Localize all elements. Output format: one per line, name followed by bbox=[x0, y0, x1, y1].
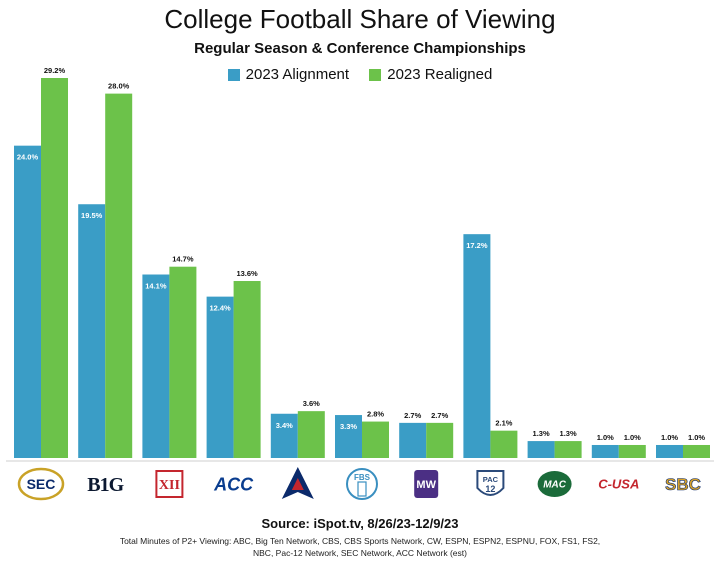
svg-text:PAC: PAC bbox=[483, 475, 499, 484]
legend-label-realigned: 2023 Realigned bbox=[387, 66, 493, 83]
bar-fbs-independents-alignment bbox=[335, 415, 362, 458]
svg-text:XII: XII bbox=[159, 478, 180, 493]
data-label: 13.6% bbox=[236, 269, 258, 278]
data-label: 2.7% bbox=[404, 411, 421, 420]
data-label: 3.6% bbox=[303, 399, 320, 408]
bar-c-usa-realigned bbox=[618, 444, 646, 458]
bar-aac-alignment bbox=[270, 413, 298, 458]
data-label: 28.0% bbox=[108, 82, 130, 91]
data-label: 12.4% bbox=[209, 304, 231, 313]
sec-logo: SEC bbox=[17, 467, 65, 501]
data-label: 1.0% bbox=[688, 433, 705, 442]
bar-xii-realigned bbox=[169, 266, 197, 458]
bar-pac-12-alignment bbox=[463, 234, 491, 458]
bar-aac-realigned bbox=[297, 411, 325, 458]
bar-mac-realigned bbox=[554, 441, 582, 458]
bar-sbc-realigned bbox=[683, 444, 710, 458]
legend-item-alignment: 2023 Alignment bbox=[227, 66, 350, 83]
data-label: 2.8% bbox=[367, 410, 384, 419]
svg-text:12: 12 bbox=[485, 484, 495, 494]
data-label: 1.0% bbox=[597, 433, 614, 442]
bar-mwc-alignment bbox=[399, 422, 427, 458]
svg-text:C-USA: C-USA bbox=[598, 477, 639, 492]
conference-usa-logo: C-USA bbox=[598, 477, 639, 492]
bar-sec-alignment bbox=[14, 145, 41, 458]
mountain-west-logo: MW bbox=[414, 470, 439, 498]
bar-xii-alignment bbox=[142, 274, 170, 458]
bar-sec-realigned bbox=[41, 78, 68, 458]
data-label: 3.3% bbox=[340, 422, 357, 431]
mac-logo: MAC bbox=[537, 471, 572, 497]
svg-text:MW: MW bbox=[416, 479, 436, 491]
legend-label-alignment: 2023 Alignment bbox=[245, 66, 350, 83]
svg-text:SEC: SEC bbox=[27, 476, 56, 492]
bar-mac-alignment bbox=[527, 441, 555, 458]
svg-text:ACC: ACC bbox=[213, 474, 254, 494]
legend-swatch-alignment bbox=[227, 68, 240, 81]
data-label: 24.0% bbox=[17, 153, 39, 162]
bar-pac-12-realigned bbox=[490, 430, 518, 458]
data-label: 1.3% bbox=[560, 429, 577, 438]
acc-logo: ACC bbox=[213, 474, 254, 494]
svg-text:B1G: B1G bbox=[87, 474, 124, 496]
bar-b1g-realigned bbox=[105, 93, 133, 458]
bar-fbs-independents-realigned bbox=[362, 421, 389, 458]
bar-acc-alignment bbox=[206, 296, 234, 458]
data-label: 14.1% bbox=[145, 282, 167, 291]
bar-sbc-alignment bbox=[656, 444, 683, 458]
data-label: 17.2% bbox=[466, 241, 488, 250]
data-label: 19.5% bbox=[81, 211, 103, 220]
data-label: 3.4% bbox=[276, 421, 293, 430]
chart-title: College Football Share of Viewing bbox=[164, 4, 556, 34]
svg-text:FBS: FBS bbox=[354, 473, 371, 482]
sun-belt-logo: SBC bbox=[665, 475, 702, 495]
footnote: Total Minutes of P2+ Viewing: ABC, Big T… bbox=[119, 536, 601, 558]
bar-b1g-alignment bbox=[78, 204, 106, 458]
data-label: 1.3% bbox=[533, 429, 550, 438]
data-label: 2.7% bbox=[431, 411, 448, 420]
bar-mwc-realigned bbox=[426, 422, 454, 458]
data-label: 2.1% bbox=[495, 419, 512, 428]
fbs-independents-logo: FBS bbox=[346, 468, 378, 500]
data-label: 14.7% bbox=[172, 255, 194, 264]
legend-item-realigned: 2023 Realigned bbox=[369, 66, 492, 83]
big-ten-logo: B1G bbox=[87, 474, 125, 496]
aac-logo bbox=[281, 467, 314, 499]
legend: 2023 Alignment 2023 Realigned bbox=[0, 66, 720, 85]
bar-c-usa-alignment bbox=[591, 444, 619, 458]
chart-subtitle: Regular Season & Conference Championship… bbox=[194, 40, 526, 57]
data-label: 1.0% bbox=[624, 433, 641, 442]
data-label: 1.0% bbox=[661, 433, 678, 442]
data-label: 29.2% bbox=[44, 66, 66, 75]
bar-acc-realigned bbox=[233, 281, 261, 458]
svg-text:SBC: SBC bbox=[665, 475, 701, 494]
source-note: Source: iSpot.tv, 8/26/23-12/9/23 bbox=[261, 516, 459, 531]
legend-swatch-realigned bbox=[369, 68, 382, 81]
svg-text:MAC: MAC bbox=[543, 480, 567, 491]
big-12-logo: XII bbox=[155, 470, 184, 498]
